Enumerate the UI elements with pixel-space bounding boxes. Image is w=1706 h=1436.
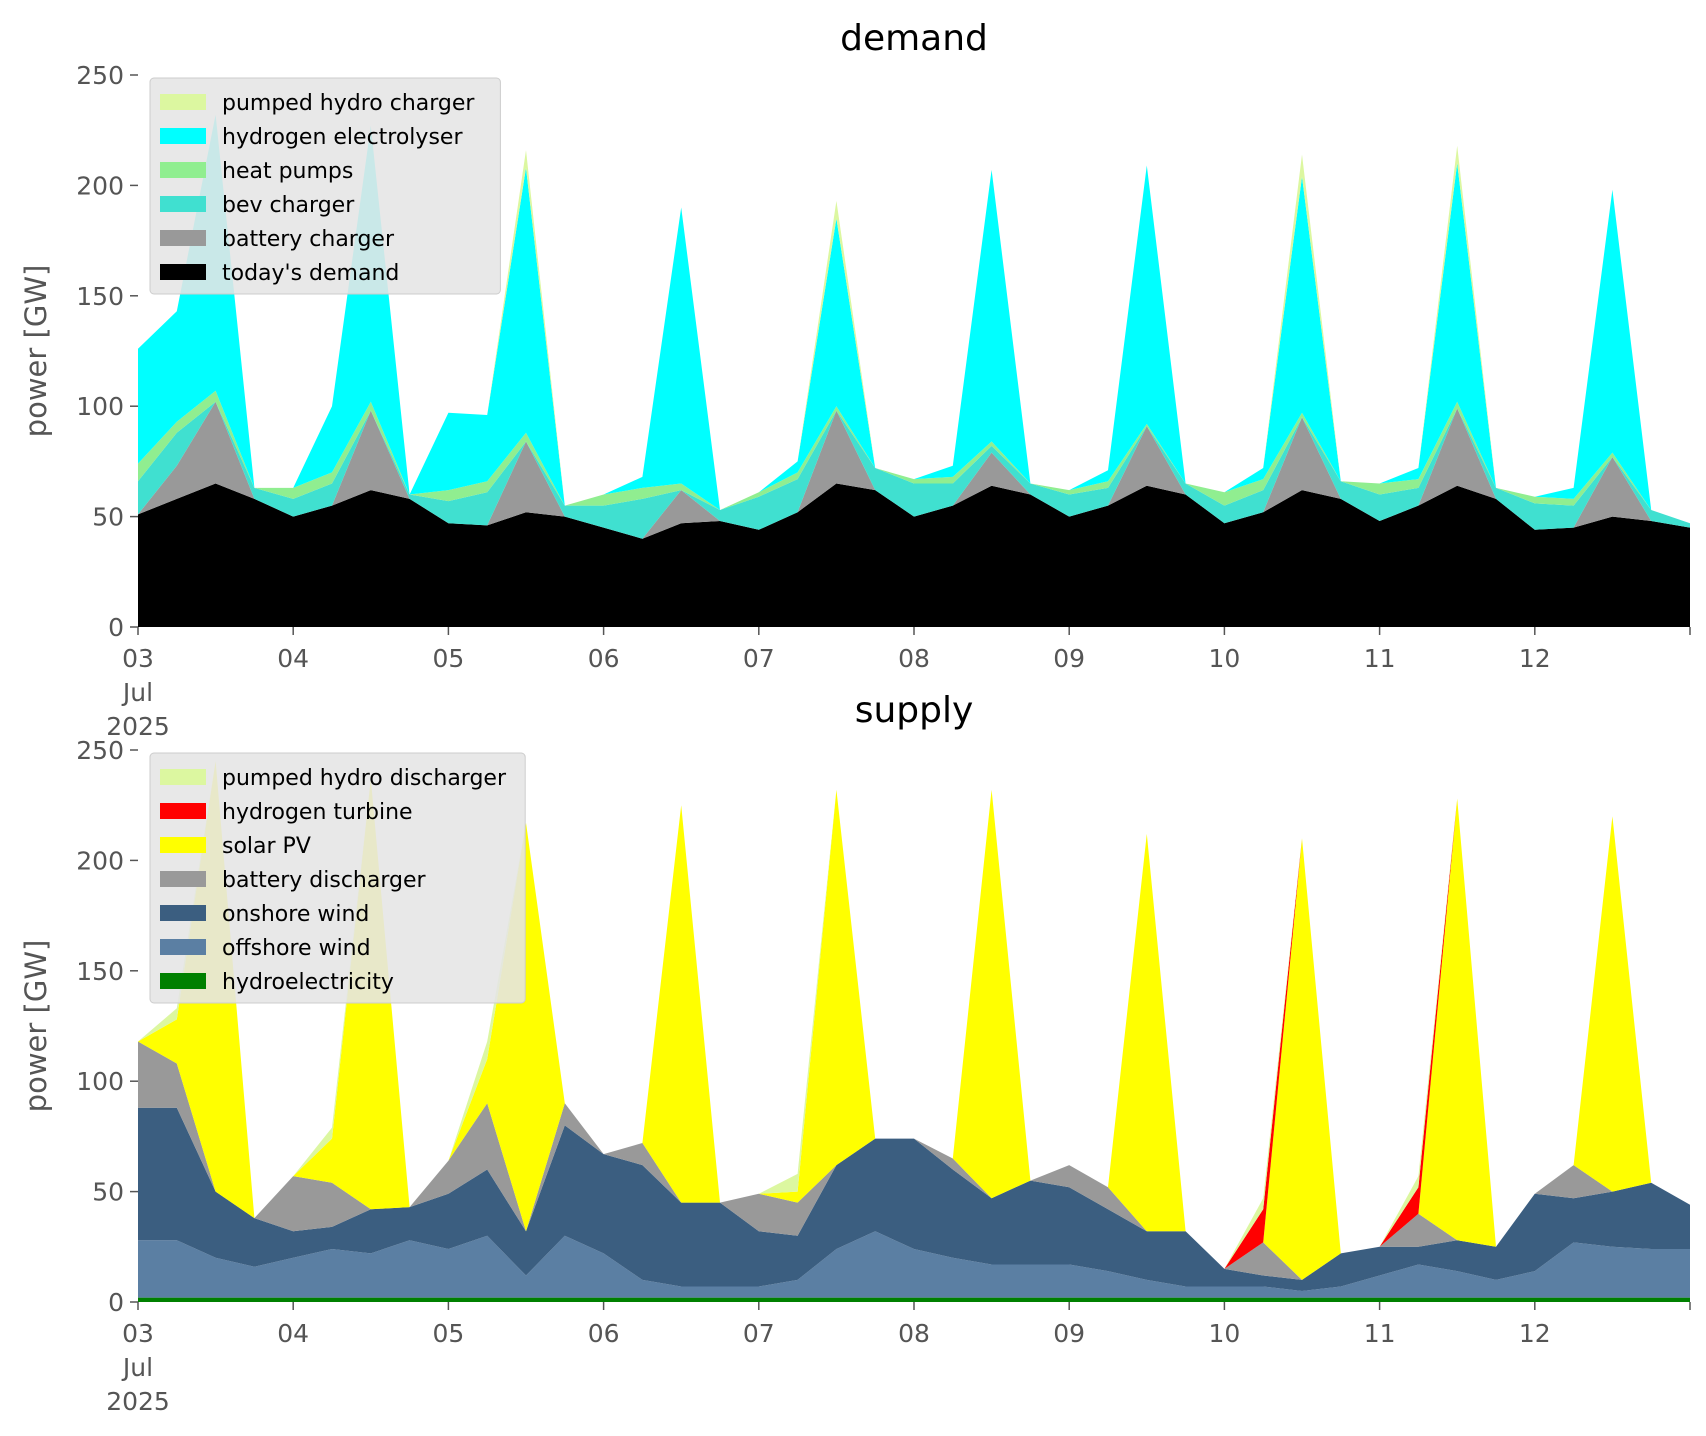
area-solar-pv	[138, 761, 1690, 1280]
area-onshore-wind	[138, 1107, 1690, 1291]
chart-title: demand	[840, 18, 988, 59]
y-tick-label: 250	[76, 736, 124, 765]
x-tick-label: 08	[898, 644, 930, 673]
x-tick-label: 09	[1053, 1319, 1085, 1348]
x-tick-label: 09	[1053, 644, 1085, 673]
legend-label-bev-charger: bev charger	[222, 193, 355, 218]
y-axis-label: power [GW]	[19, 265, 53, 438]
y-tick-label: 0	[108, 1288, 124, 1317]
x-tick-label: 07	[743, 1319, 775, 1348]
x-tick-label: 03 Jul 2025	[106, 644, 170, 741]
y-tick-label: 200	[76, 846, 124, 875]
y-tick-label: 200	[76, 171, 124, 200]
legend-label-hydroelectricity: hydroelectricity	[222, 970, 394, 995]
x-tick-label: 06	[588, 644, 620, 673]
legend-swatch-onshore-wind	[160, 905, 206, 921]
legend-swatch-hydrogen-turbine	[160, 803, 206, 819]
area-hydroelectricity	[138, 1297, 1690, 1302]
area-hydrogen-electrolyser	[138, 114, 1690, 524]
x-tick-label: 11	[1364, 1319, 1396, 1348]
legend-swatch-today-s-demand	[160, 264, 206, 280]
x-tick-label: 03 Jul 2025	[106, 1319, 170, 1416]
legend-swatch-solar-pv	[160, 837, 206, 853]
legend-swatch-pumped-hydro-charger	[160, 94, 206, 110]
legend-label-pumped-hydro-discharger: pumped hydro discharger	[222, 766, 507, 791]
y-tick-label: 150	[76, 282, 124, 311]
area-today-s-demand	[138, 483, 1690, 627]
legend-swatch-battery-charger	[160, 230, 206, 246]
y-tick-label: 250	[76, 61, 124, 90]
legend-label-onshore-wind: onshore wind	[222, 902, 369, 927]
y-axis-label: power [GW]	[19, 940, 53, 1113]
y-tick-label: 50	[92, 1178, 124, 1207]
x-tick-label: 05	[432, 1319, 464, 1348]
x-tick-label: 08	[898, 1319, 930, 1348]
area-battery-charger	[138, 401, 1690, 539]
x-tick-label: 04	[277, 644, 309, 673]
x-tick-label: 10	[1208, 644, 1240, 673]
legend-swatch-pumped-hydro-discharger	[160, 769, 206, 785]
y-tick-label: 50	[92, 503, 124, 532]
y-tick-label: 100	[76, 1067, 124, 1096]
x-tick-label: 11	[1364, 644, 1396, 673]
legend-label-heat-pumps: heat pumps	[222, 159, 353, 184]
y-tick-label: 150	[76, 957, 124, 986]
y-tick-label: 100	[76, 392, 124, 421]
y-tick-label: 0	[108, 613, 124, 642]
legend-swatch-heat-pumps	[160, 162, 206, 178]
x-tick-label: 12	[1519, 644, 1551, 673]
x-tick-label: 06	[588, 1319, 620, 1348]
legend-label-battery-discharger: battery discharger	[222, 868, 427, 893]
legend-swatch-offshore-wind	[160, 939, 206, 955]
legend-box	[149, 77, 501, 295]
legend-swatch-hydrogen-electrolyser	[160, 128, 206, 144]
x-tick-label: 07	[743, 644, 775, 673]
legend-box	[149, 752, 526, 1004]
legend-label-battery-charger: battery charger	[222, 227, 395, 252]
x-tick-label: 12	[1519, 1319, 1551, 1348]
chart-title: supply	[855, 690, 974, 731]
legend-swatch-hydroelectricity	[160, 973, 206, 989]
x-tick-label: 10	[1208, 1319, 1240, 1348]
x-tick-label: 04	[277, 1319, 309, 1348]
legend-label-offshore-wind: offshore wind	[222, 936, 371, 961]
legend-label-hydrogen-electrolyser: hydrogen electrolyser	[222, 125, 463, 150]
x-tick-label: 05	[432, 644, 464, 673]
area-offshore-wind	[138, 1231, 1690, 1298]
legend-label-pumped-hydro-charger: pumped hydro charger	[222, 91, 475, 116]
legend: pumped hydro charger hydrogen electrolyse…	[149, 77, 501, 295]
legend: pumped hydro discharger hydrogen turbine s…	[149, 752, 526, 1004]
legend-label-hydrogen-turbine: hydrogen turbine	[222, 800, 413, 825]
area-bev-charger	[138, 401, 1690, 539]
legend-label-today-s-demand: today's demand	[222, 261, 399, 286]
legend-label-solar-pv: solar PV	[222, 834, 311, 859]
legend-swatch-bev-charger	[160, 196, 206, 212]
legend-swatch-battery-discharger	[160, 871, 206, 887]
